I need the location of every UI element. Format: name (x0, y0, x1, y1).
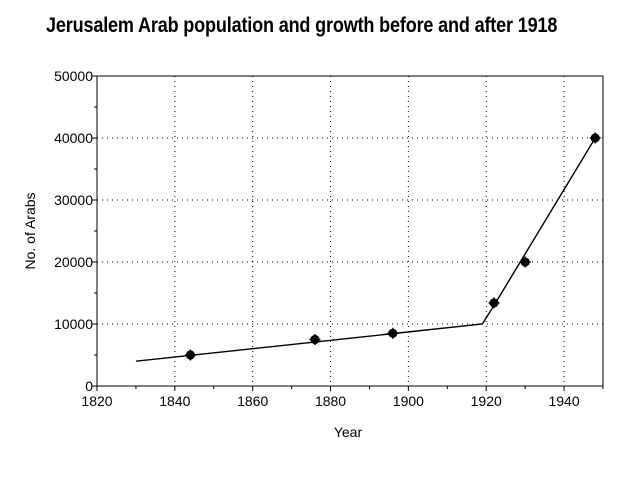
plot-frame (96, 75, 604, 387)
axes (92, 75, 604, 391)
data-point (309, 334, 321, 345)
tick-labels: 1820 1840 1860 1880 1900 1920 1940 0 10000 20000 3… (54, 68, 580, 409)
trend-line (135, 137, 596, 362)
x-axis-label: Year (334, 424, 363, 440)
data-point (519, 256, 531, 268)
x-tick-label: 1880 (315, 393, 346, 409)
data-point (184, 349, 196, 361)
data-point (488, 297, 500, 309)
data-point (387, 327, 399, 339)
series-layer (135, 132, 601, 362)
chart-title: Jerusalem Arab population and growth bef… (46, 14, 558, 37)
y-tick-label: 20000 (54, 254, 93, 270)
grid (97, 76, 603, 386)
x-tick-label: 1820 (81, 393, 112, 409)
x-tick-label: 1900 (393, 393, 424, 409)
x-tick-label: 1840 (159, 393, 190, 409)
y-tick-label: 10000 (54, 316, 93, 332)
x-tick-label: 1920 (471, 393, 502, 409)
y-tick-label: 50000 (54, 68, 93, 84)
data-point (589, 132, 601, 144)
y-tick-label: 0 (85, 378, 93, 394)
x-tick-label: 1860 (237, 393, 268, 409)
y-axis-label: No. of Arabs (22, 192, 38, 269)
y-tick-label: 40000 (54, 130, 93, 146)
y-tick-label: 30000 (54, 192, 93, 208)
x-tick-label: 1940 (548, 393, 579, 409)
